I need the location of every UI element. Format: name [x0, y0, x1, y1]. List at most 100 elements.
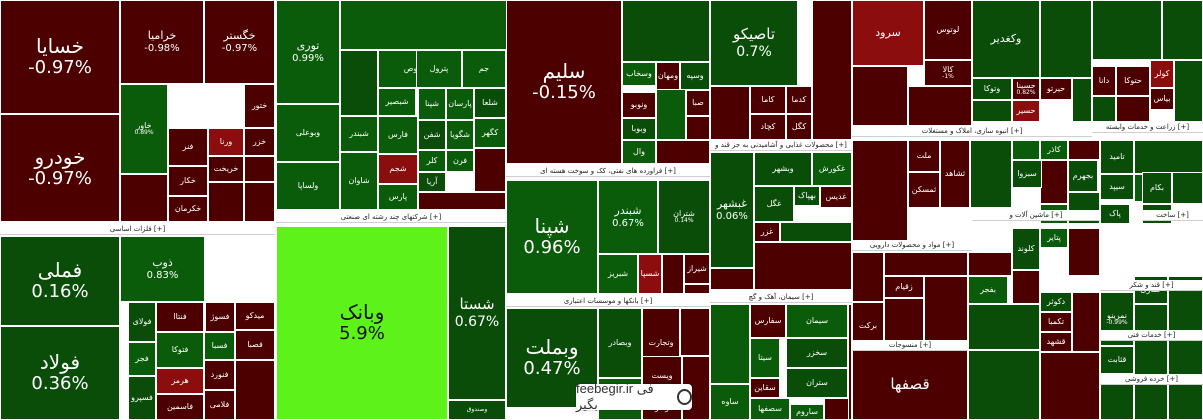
treemap-tile[interactable] [968, 304, 1040, 350]
stock-tile[interactable]: غدیس [820, 186, 852, 208]
treemap-tile[interactable] [780, 222, 852, 242]
stock-tile[interactable]: هرمز [156, 368, 204, 394]
stock-tile[interactable]: وبشهر [754, 152, 812, 186]
stock-tile[interactable]: خاور 0.89% [120, 84, 168, 174]
stock-tile[interactable]: سیتا [750, 338, 780, 378]
stock-tile[interactable]: فرن [446, 150, 474, 172]
treemap-tile[interactable] [1068, 228, 1100, 276]
stock-tile[interactable]: میدکو [235, 302, 275, 330]
stock-tile[interactable]: شتران 0.14% [658, 180, 710, 254]
stock-tile[interactable]: شاوان [340, 152, 378, 210]
treemap-tile[interactable] [1134, 140, 1203, 174]
treemap-tile[interactable] [1040, 0, 1092, 78]
stock-tile[interactable]: کلوند [1012, 228, 1040, 270]
stock-tile[interactable]: وسپه [680, 62, 710, 90]
stock-tile[interactable]: زقیام [884, 276, 924, 298]
treemap-tile[interactable] [1012, 270, 1040, 304]
stock-tile[interactable]: ورنا [208, 128, 244, 156]
stock-tile[interactable]: لوتوس [924, 0, 972, 60]
treemap-tile[interactable] [710, 86, 750, 140]
sector-header[interactable]: مواد و محصولات دارویی [+] [852, 240, 972, 251]
treemap-tile[interactable] [680, 308, 710, 356]
stock-tile[interactable]: قشهد [1040, 332, 1072, 352]
stock-tile[interactable]: وال [622, 140, 656, 164]
stock-tile[interactable]: ستران [786, 368, 848, 398]
sector-header[interactable]: ماشین آلات و [+] [972, 210, 1100, 221]
stock-tile[interactable]: ولساپا [276, 162, 340, 210]
stock-tile[interactable]: غگل [754, 186, 794, 222]
stock-tile[interactable]: بفجر [968, 276, 1008, 304]
treemap-tile[interactable] [340, 50, 378, 116]
stock-tile[interactable]: کدما [786, 86, 812, 114]
stock-tile[interactable]: غزر [754, 222, 780, 242]
stock-tile[interactable]: ساروم [790, 404, 824, 420]
stock-tile[interactable]: بکام [1142, 172, 1172, 204]
stock-tile[interactable]: وبوبا [622, 118, 656, 140]
stock-tile[interactable]: شبندر 0.67% [598, 180, 658, 254]
treemap-tile[interactable] [235, 360, 275, 420]
stock-tile[interactable]: ذوب 0.83% [120, 236, 205, 302]
stock-tile[interactable]: سیپد [1100, 174, 1134, 200]
stock-tile[interactable]: سیمان [786, 304, 848, 338]
treemap-tile[interactable] [622, 0, 710, 62]
treemap-tile[interactable] [662, 254, 684, 294]
stock-tile[interactable]: کاما [750, 86, 786, 114]
sector-header[interactable]: منسوجات [+] [852, 340, 968, 351]
stock-tile[interactable]: غبشهر 0.06% [710, 152, 754, 268]
sector-header[interactable]: زراعت و خدمات وابسته [+] [1092, 122, 1203, 133]
stock-tile[interactable]: سلیم -0.15% [506, 0, 622, 164]
stock-tile[interactable]: بجهرم [1068, 160, 1098, 192]
sector-header[interactable]: قند و شکر [+] [1100, 280, 1203, 291]
stock-tile[interactable]: وبصادر [598, 308, 642, 378]
stock-tile[interactable]: وبوعلی [276, 104, 340, 162]
stock-tile[interactable]: کاذر [1040, 140, 1068, 160]
stock-tile[interactable]: کچاد [750, 114, 786, 140]
treemap-tile[interactable] [340, 0, 510, 50]
treemap-tile[interactable] [1168, 276, 1203, 420]
stock-tile[interactable]: سقاین [750, 378, 780, 398]
stock-tile[interactable]: حسیر [1012, 100, 1040, 122]
treemap-tile[interactable] [1068, 140, 1100, 160]
stock-tile[interactable]: شبصیر [378, 88, 416, 116]
stock-tile[interactable]: بیاس [1150, 88, 1174, 110]
stock-tile[interactable]: فجر [128, 342, 156, 376]
sector-header[interactable]: خدمات فنی [+] [1100, 330, 1203, 341]
stock-tile[interactable]: بهپاک [794, 186, 820, 206]
stock-tile[interactable]: شسپا [638, 254, 662, 294]
stock-tile[interactable]: فنورد [204, 360, 235, 390]
stock-tile[interactable]: ومهان [656, 62, 680, 90]
stock-tile[interactable]: تکمبا [1040, 312, 1072, 332]
stock-tile[interactable]: کالا -1% [924, 60, 972, 86]
treemap-tile[interactable] [1012, 140, 1040, 160]
stock-tile[interactable]: شگویا [446, 120, 474, 150]
stock-tile[interactable]: توری 0.99% [276, 0, 340, 104]
stock-tile[interactable]: دانا [1092, 66, 1116, 96]
stock-tile[interactable]: وکغدیر [972, 0, 1040, 78]
stock-tile[interactable]: شپنا 0.96% [506, 180, 598, 294]
treemap-tile[interactable] [852, 66, 908, 126]
treemap-tile[interactable] [1092, 0, 1162, 60]
stock-tile[interactable]: وسخاب [622, 62, 656, 86]
stock-tile[interactable]: فارس [378, 116, 418, 154]
sector-header[interactable]: انبوه سازی، املاک و مستغلات [+] [852, 126, 1092, 137]
stock-tile[interactable]: فسبا [204, 332, 235, 360]
stock-tile[interactable]: پاک [1100, 204, 1130, 224]
treemap-tile[interactable] [120, 174, 168, 222]
treemap-tile[interactable] [908, 86, 972, 126]
stock-tile[interactable]: پارس [378, 184, 418, 210]
stock-tile[interactable]: فسوژ [205, 302, 235, 332]
stock-tile[interactable]: خکار [168, 166, 208, 196]
treemap-tile[interactable] [1040, 352, 1100, 420]
treemap-tile[interactable] [852, 140, 908, 242]
stock-tile[interactable]: شیراز [684, 254, 710, 284]
stock-tile[interactable]: خزر [244, 128, 275, 156]
treemap-tile[interactable] [1116, 96, 1150, 122]
stock-tile[interactable]: کگل [786, 114, 812, 140]
stock-tile[interactable]: سبزوا [1012, 160, 1042, 188]
treemap-tile[interactable] [970, 140, 1012, 208]
stock-tile[interactable]: ملت [908, 140, 940, 172]
treemap-tile[interactable] [474, 148, 506, 192]
stock-tile[interactable]: ختور [244, 84, 275, 128]
stock-tile[interactable]: کگهر [474, 118, 506, 148]
treemap-tile[interactable] [710, 304, 750, 384]
